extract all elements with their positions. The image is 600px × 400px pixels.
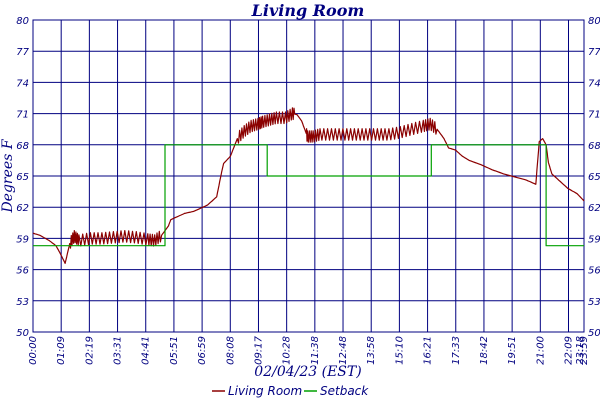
series-line-setback: [33, 144, 584, 247]
x-axis-label: 02/04/23 (EST): [254, 364, 361, 380]
x-tick-label: 15:10: [394, 336, 405, 365]
x-tick-label: 23:18: [575, 336, 586, 365]
y-tick-label-right: 59: [588, 234, 600, 245]
x-tick-label: 16:21: [423, 336, 434, 365]
x-tick-label: 23:59: [579, 336, 590, 365]
x-tick-label: 08:08: [225, 336, 236, 365]
legend-label-living-room: Living Room: [228, 384, 302, 398]
x-tick-label: 21:00: [535, 336, 546, 365]
series-lines: [32, 107, 585, 264]
y-tick-label-right: 68: [588, 141, 600, 152]
x-tick-label: 19:51: [507, 336, 518, 365]
x-tick-label: 22:09: [563, 336, 574, 365]
x-tick-label: 03:31: [113, 336, 124, 365]
x-tick-label: 17:33: [451, 336, 462, 365]
y-tick-labels-right: 50 53 56 59 62 65 68 71 74 77 80: [588, 16, 600, 339]
legend-label-setback: Setback: [320, 384, 369, 398]
x-tick-label: 05:51: [169, 336, 180, 365]
legend: Living Room Setback: [212, 384, 369, 398]
x-tick-label: 06:59: [197, 336, 208, 365]
x-tick-label: 18:42: [479, 336, 490, 365]
y-tick-label-right: 77: [588, 47, 600, 58]
x-tick-label: 11:38: [310, 336, 321, 365]
x-tick-label: 12:48: [338, 336, 349, 365]
x-tick-label: 01:09: [56, 336, 67, 365]
y-tick-label-right: 50: [588, 328, 600, 339]
y-tick-label-right: 74: [588, 78, 600, 89]
x-tick-label: 04:41: [141, 336, 152, 365]
y-tick-label: 77: [16, 47, 29, 58]
y-tick-label-right: 56: [588, 266, 600, 277]
y-tick-label-right: 65: [588, 172, 600, 183]
y-tick-label: 53: [16, 297, 29, 308]
y-tick-label: 56: [16, 266, 29, 277]
y-tick-label-right: 80: [588, 16, 600, 27]
y-tick-label: 62: [16, 203, 29, 214]
x-tick-label: 02:19: [84, 336, 95, 365]
x-tick-label: 13:58: [366, 336, 377, 365]
y-tick-label: 74: [16, 78, 29, 89]
x-tick-label: 10:28: [282, 336, 293, 365]
x-tick-label: 00:00: [28, 336, 39, 365]
y-tick-label: 68: [16, 141, 29, 152]
x-tick-label: 09:17: [253, 335, 264, 364]
y-tick-label: 71: [16, 110, 29, 121]
y-tick-label-right: 62: [588, 203, 600, 214]
y-tick-label-right: 71: [588, 110, 600, 121]
y-tick-labels-left: 50 53 56 59 62 65 68 71 74 77 80: [16, 16, 29, 339]
series-line-living-room: [32, 107, 585, 264]
y-tick-label-right: 53: [588, 297, 600, 308]
y-tick-label: 50: [16, 328, 29, 339]
y-axis-label: Degrees F: [0, 138, 16, 213]
y-tick-label: 59: [16, 234, 29, 245]
chart-title: Living Room: [251, 1, 365, 20]
y-tick-label: 80: [16, 16, 29, 27]
y-tick-label: 65: [16, 172, 29, 183]
x-tick-labels: 00:00 01:09 02:19 03:31 04:41 05:51 06:59 08:08…: [28, 335, 590, 364]
